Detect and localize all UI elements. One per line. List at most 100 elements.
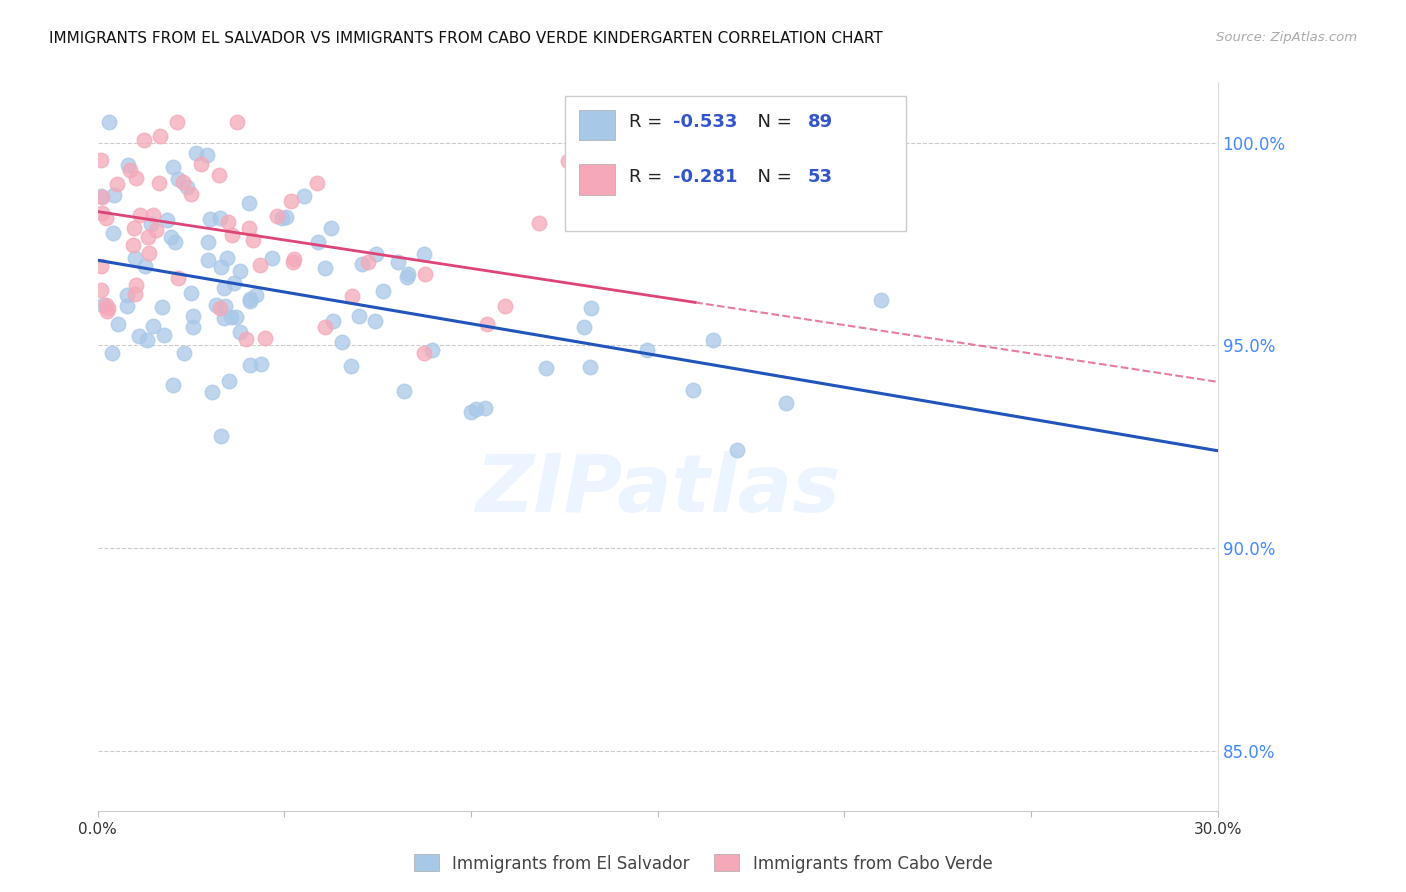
Point (238, 221, 260, 235)
Text: IMMIGRANTS FROM EL SALVADOR VS IMMIGRANTS FROM CABO VERDE KINDERGARTEN CORRELATI: IMMIGRANTS FROM EL SALVADOR VS IMMIGRANT… (49, 31, 883, 46)
Point (579, 359, 602, 374)
Point (124, 286, 146, 301)
Point (266, 209, 288, 223)
Legend: Immigrants from El Salvador, Immigrants from Cabo Verde: Immigrants from El Salvador, Immigrants … (406, 847, 1000, 880)
Point (209, 429, 232, 443)
Point (90, 190, 112, 204)
Point (214, 300, 236, 314)
Point (271, 211, 294, 225)
Point (364, 247, 387, 261)
Point (280, 194, 302, 208)
Point (167, 171, 190, 186)
Point (395, 269, 418, 284)
Point (90, 283, 112, 297)
Point (398, 267, 420, 281)
Text: -0.281: -0.281 (673, 168, 738, 186)
Point (387, 255, 409, 269)
Point (136, 334, 159, 348)
Point (208, 168, 231, 182)
Point (225, 310, 247, 325)
Point (180, 286, 202, 301)
Point (153, 328, 176, 343)
Point (173, 346, 195, 360)
Text: ZIPatlas: ZIPatlas (475, 451, 841, 530)
Point (124, 251, 146, 265)
Point (229, 326, 252, 340)
Point (340, 288, 363, 302)
Point (475, 317, 498, 331)
Point (527, 216, 550, 230)
Point (314, 260, 336, 275)
Point (166, 115, 188, 129)
Point (115, 288, 138, 302)
Point (321, 220, 343, 235)
FancyBboxPatch shape (579, 110, 614, 140)
Point (474, 401, 496, 415)
Point (307, 235, 329, 249)
Point (90, 189, 112, 203)
Point (534, 361, 557, 376)
Point (209, 301, 232, 316)
Point (107, 318, 129, 332)
Point (413, 346, 436, 360)
Point (150, 300, 173, 314)
Point (190, 157, 212, 171)
Point (218, 374, 240, 388)
Point (184, 145, 207, 160)
Point (229, 264, 252, 278)
Point (166, 270, 188, 285)
Point (217, 251, 239, 265)
Point (181, 309, 204, 323)
Point (322, 314, 344, 328)
Point (314, 320, 336, 334)
Point (292, 189, 315, 203)
Point (242, 233, 264, 247)
Point (235, 332, 257, 346)
Point (103, 188, 125, 202)
Point (197, 235, 219, 249)
Point (347, 310, 370, 324)
Point (870, 293, 893, 308)
Point (214, 281, 236, 295)
Point (181, 320, 204, 334)
Point (128, 329, 150, 343)
Point (221, 227, 243, 242)
Point (96, 211, 118, 226)
Point (172, 175, 194, 189)
Point (219, 310, 242, 325)
Point (274, 211, 297, 225)
Point (163, 235, 186, 250)
Point (149, 129, 172, 144)
Point (775, 396, 797, 410)
Point (239, 294, 262, 309)
Point (239, 292, 262, 306)
Point (725, 443, 748, 458)
Point (579, 301, 602, 315)
Point (100, 345, 122, 359)
Point (97, 301, 120, 315)
Point (105, 177, 128, 191)
Point (262, 252, 284, 266)
Text: N =: N = (747, 168, 797, 186)
Point (211, 260, 233, 274)
Point (413, 247, 436, 261)
Point (250, 358, 273, 372)
Text: N =: N = (747, 113, 797, 131)
Point (90, 259, 112, 273)
Point (122, 237, 145, 252)
Point (224, 277, 246, 291)
FancyBboxPatch shape (565, 96, 907, 231)
Point (101, 227, 124, 241)
Point (702, 334, 724, 348)
Point (245, 288, 267, 302)
Point (226, 115, 249, 129)
Point (212, 311, 235, 326)
Point (239, 358, 262, 372)
Text: 89: 89 (808, 113, 832, 131)
FancyBboxPatch shape (579, 164, 614, 195)
Point (249, 258, 271, 272)
Point (115, 299, 138, 313)
Point (142, 319, 165, 334)
Point (238, 195, 260, 210)
Point (134, 259, 156, 273)
